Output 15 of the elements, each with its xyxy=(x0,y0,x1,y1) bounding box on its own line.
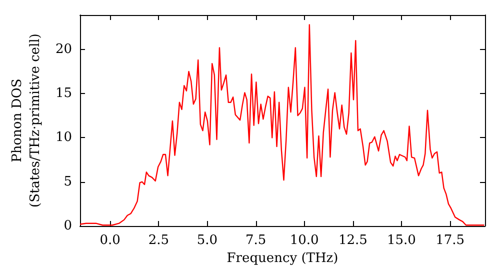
x-tick-label: 7.5 xyxy=(245,233,266,248)
y-tick-label: 10 xyxy=(55,130,72,146)
y-tick-label: 0 xyxy=(64,218,72,234)
x-tick-label: 15.0 xyxy=(387,233,416,248)
x-tick-label: 5.0 xyxy=(196,233,218,248)
y-axis-title: Phonon DOS (States/THz·primitive cell) xyxy=(10,33,44,208)
x-tick-label: 17.5 xyxy=(436,233,465,248)
x-tick-label: 10.0 xyxy=(290,233,319,248)
x-tick-label: 2.5 xyxy=(148,233,170,248)
y-tick-label: 5 xyxy=(64,174,72,190)
x-tick-label: 12.5 xyxy=(338,233,368,248)
x-axis-title: Frequency (THz) xyxy=(226,251,338,266)
x-tick-label: 0.0 xyxy=(100,233,120,248)
y-tick-label: 20 xyxy=(55,42,72,57)
y-tick-label: 15 xyxy=(55,86,72,102)
